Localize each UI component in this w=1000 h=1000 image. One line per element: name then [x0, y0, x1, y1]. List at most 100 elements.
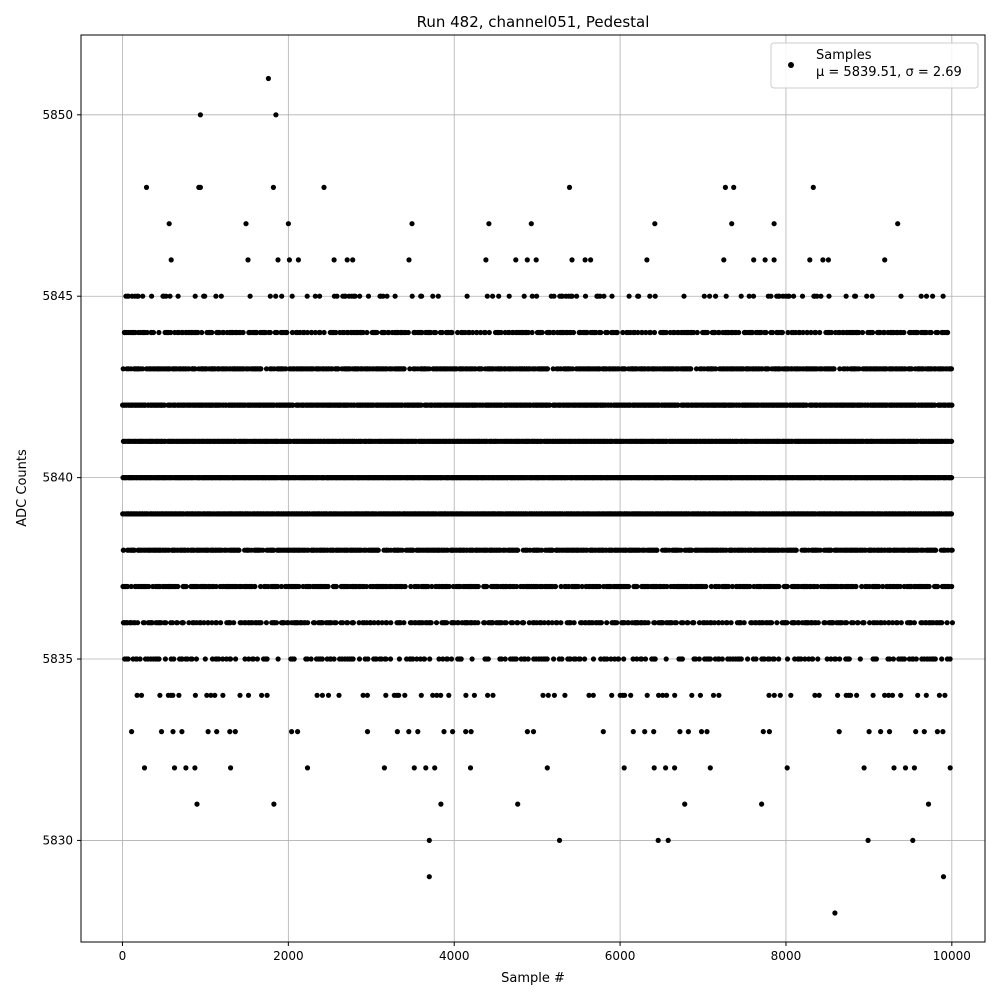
- data-point: [312, 329, 318, 336]
- data-point: [584, 329, 590, 336]
- data-point: [479, 366, 485, 372]
- data-point: [949, 402, 955, 408]
- data-point: [240, 329, 246, 336]
- data-point: [859, 329, 866, 336]
- data-point: [474, 329, 480, 336]
- data-point: [949, 547, 955, 553]
- data-point: [486, 329, 492, 336]
- data-point: [515, 547, 521, 553]
- data-point: [405, 329, 411, 336]
- data-point: [321, 329, 327, 336]
- data-point: [139, 366, 146, 372]
- data-point: [478, 329, 484, 336]
- data-point: [828, 329, 835, 336]
- data-point: [604, 329, 611, 336]
- data-point: [529, 329, 535, 336]
- data-point: [948, 366, 955, 372]
- data-point: [195, 329, 201, 336]
- data-point: [375, 547, 381, 553]
- data-point: [856, 366, 862, 372]
- data-point: [691, 329, 697, 336]
- data-point: [284, 329, 290, 336]
- data-point: [831, 366, 837, 372]
- data-point: [209, 329, 215, 336]
- data-point: [333, 583, 339, 590]
- data-point: [901, 329, 907, 336]
- data-point: [817, 329, 823, 336]
- data-point: [800, 329, 806, 336]
- data-point: [407, 366, 413, 372]
- data-point: [236, 547, 242, 553]
- data-point: [325, 583, 331, 590]
- data-point: [455, 329, 461, 336]
- data-point: [598, 329, 604, 336]
- data-point: [651, 329, 658, 336]
- data-point: [120, 366, 126, 372]
- data-point: [935, 329, 941, 336]
- data-point: [949, 475, 955, 481]
- data-point: [470, 329, 476, 336]
- data-point: [360, 329, 366, 336]
- data-point: [317, 329, 323, 336]
- data-point: [804, 329, 810, 336]
- data-point: [749, 329, 756, 336]
- data-point: [635, 329, 641, 336]
- data-point: [688, 366, 694, 372]
- data-point: [192, 366, 198, 372]
- data-point: [909, 366, 915, 372]
- data-point: [620, 329, 626, 336]
- data-point: [482, 329, 488, 336]
- data-point: [544, 366, 551, 372]
- data-point: [539, 329, 545, 336]
- data-point: [716, 329, 722, 336]
- data-point: [433, 329, 439, 336]
- data-point: [252, 583, 258, 590]
- data-point: [449, 329, 455, 336]
- data-point: [928, 329, 934, 336]
- data-point: [948, 511, 955, 517]
- data-point: [309, 329, 315, 336]
- data-point: [813, 329, 819, 336]
- grid: [81, 35, 985, 942]
- data-point: [808, 329, 814, 336]
- data-point: [881, 329, 888, 336]
- data-point: [949, 438, 955, 444]
- data-point: [654, 547, 660, 553]
- data-point: [150, 329, 157, 336]
- data-point: [283, 366, 289, 372]
- data-point: [837, 366, 843, 372]
- data-point: [713, 366, 719, 372]
- data-point: [647, 329, 654, 336]
- data-point: [267, 329, 273, 336]
- data-point: [639, 329, 645, 336]
- data-point: [569, 366, 576, 372]
- data-point: [770, 329, 776, 336]
- data-point: [704, 329, 711, 336]
- data-point: [335, 366, 341, 372]
- data-point: [263, 366, 270, 372]
- data-point: [274, 329, 280, 336]
- data-point: [570, 329, 577, 336]
- data-point: [643, 329, 649, 336]
- data-point: [419, 329, 425, 336]
- data-point: [289, 329, 295, 336]
- data-point: [168, 329, 174, 336]
- data-point: [156, 329, 162, 336]
- data-point: [304, 329, 311, 336]
- data-point: [945, 329, 951, 336]
- data-point: [933, 547, 939, 553]
- data-point: [498, 329, 504, 336]
- data-point: [736, 329, 742, 336]
- data-point: [401, 366, 407, 372]
- data-point: [258, 366, 264, 372]
- data-point: [374, 329, 380, 336]
- data-point: [525, 329, 532, 336]
- data-point: [763, 329, 769, 336]
- data-point: [183, 583, 189, 590]
- data-point: [779, 329, 786, 336]
- data-point: [793, 547, 799, 553]
- data-point: [785, 329, 791, 336]
- data-point: [870, 329, 876, 336]
